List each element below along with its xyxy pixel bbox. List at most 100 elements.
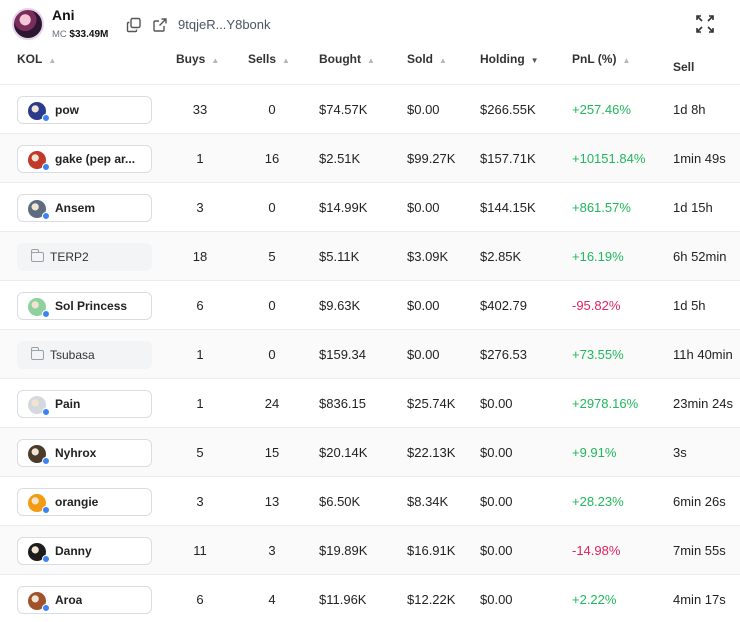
kol-avatar <box>28 592 46 610</box>
sells-count: 13 <box>264 494 280 509</box>
kol-chip[interactable]: Danny <box>17 537 152 565</box>
sold-value: $16.91K <box>407 543 456 558</box>
holding-value: $144.15K <box>480 200 536 215</box>
kol-chip[interactable]: Ansem <box>17 194 152 222</box>
table-row[interactable]: Nyhrox 5 15 $20.14K $22.13K $0.00 +9.91% 3s <box>0 428 740 477</box>
column-sells[interactable]: Sells ▲ <box>248 52 290 66</box>
last-sell-time: 1d 5h <box>673 298 706 313</box>
table-row[interactable]: Danny 11 3 $19.89K $16.91K $0.00 -14.98% 7min 5… <box>0 526 740 575</box>
column-holding-label: Holding <box>480 52 525 66</box>
column-bought[interactable]: Bought ▲ <box>319 52 375 66</box>
buys-count: 3 <box>196 200 204 215</box>
kol-name: Nyhrox <box>55 446 97 460</box>
token-header: Ani MC $33.49M 9tqjeR...Y8bonk <box>0 0 740 48</box>
table-row[interactable]: TERP2 18 5 $5.11K $3.09K $2.85K +16.19% 6h 52mi… <box>0 232 740 281</box>
kol-table-body: pow 33 0 $74.57K $0.00 $266.55K +257.46% 1d 8h g… <box>0 85 740 622</box>
holding-value: $0.00 <box>480 543 513 558</box>
sells-count: 0 <box>268 298 276 313</box>
kol-chip[interactable]: TERP2 <box>17 243 152 271</box>
column-kol[interactable]: KOL ▲ <box>17 52 56 66</box>
kol-chip[interactable]: orangie <box>17 488 152 516</box>
kol-chip[interactable]: Aroa <box>17 586 152 614</box>
table-row[interactable]: Aroa 6 4 $11.96K $12.22K $0.00 +2.22% 4min 17s <box>0 575 740 622</box>
holding-value: $266.55K <box>480 102 536 117</box>
token-avatar <box>12 8 44 40</box>
pnl-value: +2.22% <box>572 592 617 607</box>
column-bought-label: Bought <box>319 52 361 66</box>
bought-value: $9.63K <box>319 298 361 313</box>
last-sell-time: 11h 40min <box>673 347 733 362</box>
sells-count: 0 <box>268 347 276 362</box>
column-holding[interactable]: Holding ▼ <box>480 52 539 66</box>
buys-count: 1 <box>196 151 204 166</box>
kol-chip[interactable]: pow <box>17 96 152 124</box>
kol-chip[interactable]: Pain <box>17 390 152 418</box>
token-address[interactable]: 9tqjeR...Y8bonk <box>178 17 271 32</box>
bought-value: $836.15 <box>319 396 366 411</box>
last-sell-time: 6h 52min <box>673 249 727 264</box>
sold-value: $8.34K <box>407 494 449 509</box>
holding-value: $0.00 <box>480 592 513 607</box>
sort-icon: ▲ <box>366 56 375 65</box>
table-row[interactable]: Tsubasa 1 0 $159.34 $0.00 $276.53 +73.55% 11h 4… <box>0 330 740 379</box>
sold-value: $0.00 <box>407 347 440 362</box>
table-row[interactable]: pow 33 0 $74.57K $0.00 $266.55K +257.46% 1d 8h <box>0 85 740 134</box>
pnl-value: -95.82% <box>572 298 621 313</box>
kol-avatar <box>28 102 46 120</box>
pnl-value: -14.98% <box>572 543 621 558</box>
kol-avatar <box>28 396 46 414</box>
verified-dot-icon <box>42 114 50 122</box>
column-buys[interactable]: Buys ▲ <box>176 52 219 66</box>
column-last-sell-label: Sell <box>673 60 695 74</box>
pnl-value: +861.57% <box>572 200 631 215</box>
external-link-icon[interactable] <box>152 17 168 33</box>
table-row[interactable]: Pain 1 24 $836.15 $25.74K $0.00 +2978.16% 23min… <box>0 379 740 428</box>
verified-dot-icon <box>42 457 50 465</box>
kol-avatar <box>28 543 46 561</box>
pnl-value: +16.19% <box>572 249 624 264</box>
copy-icon[interactable] <box>126 17 142 33</box>
kol-chip[interactable]: Nyhrox <box>17 439 152 467</box>
pnl-value: +2978.16% <box>572 396 639 411</box>
verified-dot-icon <box>42 408 50 416</box>
kol-avatar <box>28 494 46 512</box>
last-sell-time: 4min 17s <box>673 592 726 607</box>
kol-name: Tsubasa <box>50 348 95 362</box>
sort-icon: ▲ <box>282 56 290 65</box>
verified-dot-icon <box>42 163 50 171</box>
buys-count: 5 <box>196 445 204 460</box>
market-cap-value: $33.49M <box>69 29 109 40</box>
sells-count: 0 <box>268 102 276 117</box>
table-row[interactable]: Sol Princess 6 0 $9.63K $0.00 $402.79 -95.82% 1… <box>0 281 740 330</box>
holding-value: $0.00 <box>480 494 513 509</box>
wallet-folder-icon <box>31 249 44 262</box>
kol-chip[interactable]: Tsubasa <box>17 341 152 369</box>
table-row[interactable]: orangie 3 13 $6.50K $8.34K $0.00 +28.23% 6min 2… <box>0 477 740 526</box>
expand-icon[interactable] <box>696 15 714 33</box>
column-last-sell[interactable]: Sell <box>673 60 694 74</box>
market-cap: MC $33.49M <box>52 29 108 40</box>
kol-chip[interactable]: Sol Princess <box>17 292 152 320</box>
market-cap-label: MC <box>52 29 67 40</box>
column-pnl[interactable]: PnL (%) ▲ <box>572 52 630 66</box>
buys-count: 6 <box>196 298 204 313</box>
bought-value: $5.11K <box>319 249 360 264</box>
kol-name: orangie <box>55 495 99 509</box>
column-sold[interactable]: Sold ▲ <box>407 52 447 66</box>
wallet-folder-icon <box>31 347 44 360</box>
buys-count: 18 <box>192 249 208 264</box>
verified-dot-icon <box>42 310 50 318</box>
table-row[interactable]: gake (pep ar... 1 16 $2.51K $99.27K $157.71K +… <box>0 134 740 183</box>
column-sells-label: Sells <box>248 52 277 66</box>
kol-chip[interactable]: gake (pep ar... <box>17 145 152 173</box>
buys-count: 6 <box>196 592 204 607</box>
sold-value: $25.74K <box>407 396 456 411</box>
sells-count: 16 <box>264 151 280 166</box>
holding-value: $402.79 <box>480 298 527 313</box>
table-row[interactable]: Ansem 3 0 $14.99K $0.00 $144.15K +861.57% 1d 15… <box>0 183 740 232</box>
bought-value: $2.51K <box>319 151 361 166</box>
bought-value: $19.89K <box>319 543 368 558</box>
kol-avatar <box>28 200 46 218</box>
sold-value: $0.00 <box>407 298 440 313</box>
token-name: Ani <box>52 7 75 23</box>
